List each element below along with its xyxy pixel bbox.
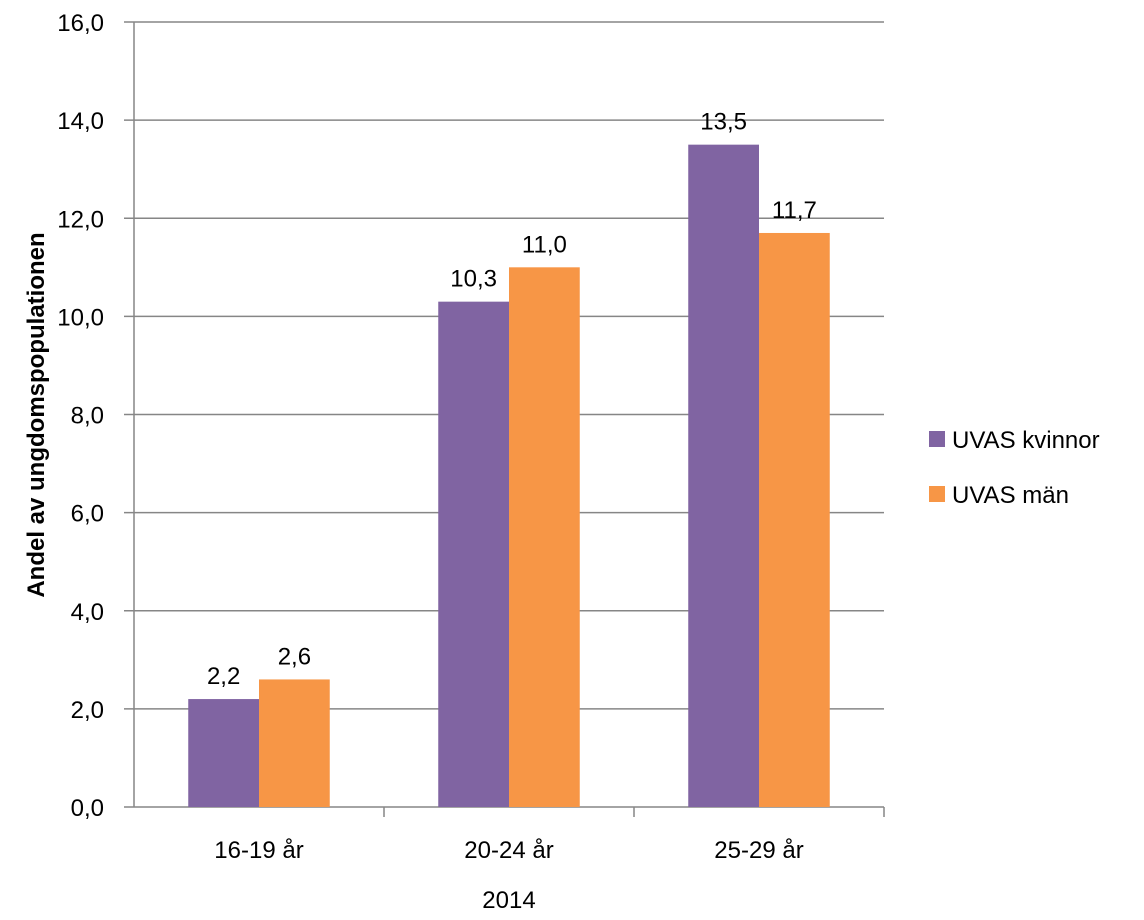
y-axis-title: Andel av ungdomspopulationen	[23, 232, 50, 597]
bars	[188, 144, 830, 807]
legend-label-man: UVAS män	[952, 482, 1069, 509]
y-tick-label: 14,0	[57, 108, 104, 135]
data-label: 11,0	[522, 231, 567, 258]
legend: UVAS kvinnor UVAS män	[929, 427, 1100, 509]
x-tick-labels: 16-19 år 20-24 år 25-29 år	[214, 837, 803, 864]
y-tick-label: 8,0	[71, 403, 104, 430]
data-label: 13,5	[700, 109, 747, 136]
y-tick-label: 0,0	[71, 795, 104, 822]
y-tick-label: 6,0	[71, 501, 104, 528]
data-label: 2,6	[278, 643, 311, 670]
legend-swatch-man	[929, 486, 945, 502]
y-tick-label: 12,0	[57, 206, 104, 233]
bar-kvinnor	[188, 699, 259, 807]
data-label: 11,7	[772, 197, 817, 224]
legend-label-kvinnor: UVAS kvinnor	[952, 427, 1100, 454]
bar-man	[759, 232, 830, 807]
bar-kvinnor	[438, 301, 509, 807]
x-axis-title: 2014	[482, 887, 535, 914]
data-label: 2,2	[207, 663, 240, 690]
x-tick-label: 25-29 år	[714, 837, 803, 864]
y-tick-label: 4,0	[71, 599, 104, 626]
legend-swatch-kvinnor	[929, 431, 945, 447]
bar-man	[509, 267, 580, 807]
y-tick-labels: 0,0 2,0 4,0 6,0 8,0 10,0 12,0 14,0 16,0	[57, 10, 104, 822]
bar-kvinnor	[688, 144, 759, 807]
y-tick-label: 2,0	[71, 697, 104, 724]
x-tick-label: 20-24 år	[464, 837, 553, 864]
x-tick-label: 16-19 år	[214, 837, 303, 864]
data-labels: 2,2 2,6 10,3 11,0 13,5 11,7	[207, 109, 817, 690]
data-label: 10,3	[450, 266, 497, 293]
y-tick-label: 10,0	[57, 304, 104, 331]
bar-man	[259, 679, 330, 807]
y-tick-label: 16,0	[57, 10, 104, 37]
